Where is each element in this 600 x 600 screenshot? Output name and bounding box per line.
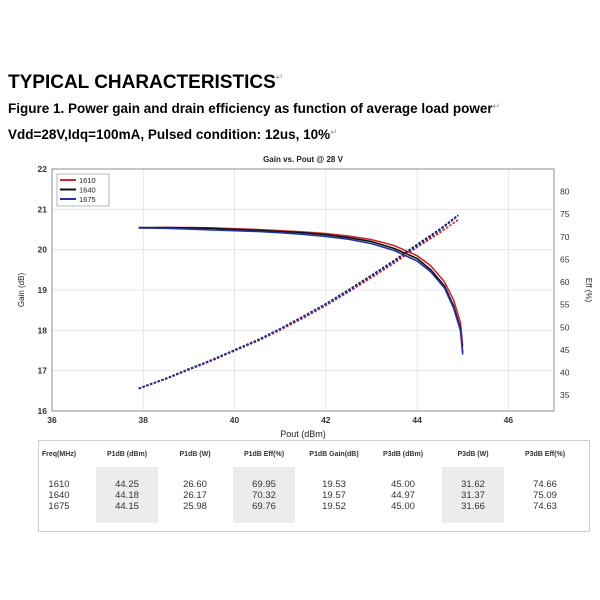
y-tick-label: 22 (38, 164, 48, 174)
table-cell: 31.62 (461, 479, 485, 490)
y2-tick-label: 60 (560, 277, 570, 287)
y2-tick-label: 35 (560, 390, 570, 400)
table-column-shade (233, 467, 295, 523)
table-column-shade (442, 467, 504, 523)
y2-tick-label: 55 (560, 300, 570, 310)
table-cell: 19.52 (322, 501, 346, 512)
table-column: 1610 1640 1675 (48, 479, 69, 512)
series-line-1675-eff (138, 214, 459, 390)
table-column: 45.00 44.97 45.00 (391, 479, 415, 512)
y2-tick-label: 65 (560, 254, 570, 264)
y2-tick-label: 75 (560, 209, 570, 219)
legend: 1610 1640 1675 (56, 173, 110, 207)
table-cell: 31.66 (461, 501, 485, 512)
y-tick-label: 20 (38, 245, 48, 255)
table-cell: 45.00 (391, 479, 415, 490)
table-column: 74.66 75.09 74.63 (533, 479, 557, 512)
x-tick-label: 44 (412, 415, 422, 425)
figure-caption: Figure 1. Power gain and drain efficienc… (8, 101, 501, 116)
table-header-cell: P1dB (W) (179, 451, 211, 458)
x-tick-label: 36 (47, 415, 57, 425)
series-line-1675-gain (138, 227, 464, 355)
y2-tick-label: 45 (560, 345, 570, 355)
y-tick-label: 21 (38, 204, 48, 214)
legend-label-1610: 1610 (79, 176, 96, 185)
curves (138, 214, 464, 390)
series-line-1610-gain (138, 226, 464, 347)
test-conditions: Vdd=28V,Idq=100mA, Pulsed condition: 12u… (8, 127, 338, 142)
y2-tick-label: 50 (560, 322, 570, 332)
x-axis-label: Pout (dBm) (280, 429, 326, 439)
table-cell: 44.97 (391, 490, 415, 501)
y2-tick-label: 40 (560, 368, 570, 378)
table-column-shade (96, 467, 158, 523)
y-tick-label: 18 (38, 325, 48, 335)
grid (51, 168, 554, 412)
table-cell: 26.60 (183, 479, 207, 490)
table-cell: 44.15 (115, 501, 139, 512)
table-header-cell: Freq(MHz) (41, 451, 77, 458)
table-cell: 44.18 (115, 490, 139, 501)
y-tick-label: 17 (38, 366, 48, 376)
table-cell: 25.98 (183, 501, 207, 512)
x-tick-label: 38 (139, 415, 149, 425)
table-column: 69.95 70.32 69.76 (252, 479, 276, 512)
table-cell: 44.25 (115, 479, 139, 490)
y-tick-label: 16 (38, 406, 48, 416)
table-cell: 19.57 (322, 490, 346, 501)
table-cell: 75.09 (533, 490, 557, 501)
series-line-1610-eff (138, 219, 459, 390)
table-header-cell: P3dB Eff(%) (524, 451, 566, 458)
table-column: 31.62 31.37 31.66 (461, 479, 485, 512)
table-cell: 19.53 (322, 479, 346, 490)
summary-table: Freq(MHz) P1dB (dBm) P1dB (W) P1dB Eff(%) P1… (38, 440, 590, 532)
y2-tick-label: 80 (560, 187, 570, 197)
legend-label-1675: 1675 (79, 195, 96, 204)
series-line-1640-eff (138, 214, 459, 390)
x-tick-label: 40 (230, 415, 240, 425)
table-cell: 74.63 (533, 501, 557, 512)
table-cell: 69.76 (252, 501, 276, 512)
table-cell: 31.37 (461, 490, 485, 501)
table-cell: 1675 (48, 501, 70, 512)
axes-ticks: 36 38 40 42 44 46 16 17 18 19 20 21 22 35 40 45 50 55 60 65… (38, 164, 570, 425)
y2-axis-label: Eff (%) (584, 278, 593, 303)
y2-tick-label: 70 (560, 232, 570, 242)
chart-title: Gain vs. Pout @ 28 V (263, 155, 343, 164)
section-title: TYPICAL CHARACTERISTICS↵ (8, 72, 284, 93)
plot-area (51, 168, 555, 412)
table-cell: 45.00 (391, 501, 415, 512)
series-line-1640-gain (138, 226, 464, 353)
table-cell: 1610 (48, 479, 70, 490)
table-header-cell: P3dB (dBm) (382, 451, 424, 458)
legend-label-1640: 1640 (79, 186, 96, 195)
x-tick-label: 46 (504, 415, 514, 425)
table-header-cell: P3dB (W) (457, 451, 489, 458)
y-axis-label: Gain (dB) (17, 273, 26, 308)
table-header-cell: P1dB Eff(%) (243, 451, 285, 458)
table-cell: 26.17 (183, 490, 207, 501)
table-header-cell: P1dB Gain(dB) (309, 451, 359, 458)
x-tick-label: 42 (321, 415, 331, 425)
table-cell: 69.95 (252, 479, 276, 490)
table-cell: 1640 (48, 490, 70, 501)
table-column: 44.25 44.18 44.15 (115, 479, 139, 512)
table-cell: 70.32 (252, 490, 276, 501)
y-tick-label: 19 (38, 285, 48, 295)
table-header-cell: P1dB (dBm) (106, 451, 148, 458)
gain-efficiency-chart: 36 38 40 42 44 46 16 17 18 19 20 21 22 35 40 45 50 55 60 65… (17, 155, 593, 439)
table-column: 26.60 26.17 25.98 (183, 479, 207, 512)
table-cell: 74.66 (533, 479, 557, 490)
table-column: 19.53 19.57 19.52 (322, 479, 346, 512)
